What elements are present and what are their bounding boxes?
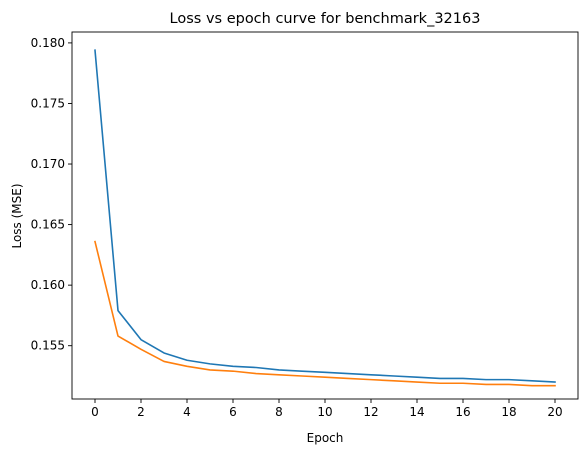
x-axis-label: Epoch — [307, 431, 344, 445]
plot-area: 0 2 4 6 8 10 12 14 16 18 20 0.155 0.160 0.165 0.170 0.1… — [31, 31, 579, 419]
y-tick-label: 0.155 — [31, 339, 65, 353]
x-tick-label: 4 — [183, 405, 191, 419]
y-tick-label: 0.165 — [31, 218, 65, 232]
x-tick-label: 20 — [547, 405, 562, 419]
y-axis-label: Loss (MSE) — [10, 183, 24, 248]
x-tick-label: 12 — [363, 405, 378, 419]
x-tick-label: 0 — [91, 405, 99, 419]
x-tick-label: 16 — [455, 405, 470, 419]
y-tick-label: 0.170 — [31, 157, 65, 171]
y-tick-label: 0.160 — [31, 278, 65, 292]
x-tick-label: 8 — [275, 405, 283, 419]
y-tick-label: 0.180 — [31, 36, 65, 50]
y-tick-label: 0.175 — [31, 96, 65, 110]
x-tick-label: 2 — [137, 405, 145, 419]
x-tick-label: 6 — [229, 405, 237, 419]
x-tick-label: 14 — [409, 405, 424, 419]
x-tick-label: 18 — [501, 405, 516, 419]
chart-title: Loss vs epoch curve for benchmark_32163 — [170, 11, 481, 27]
x-tick-label: 10 — [317, 405, 332, 419]
series-line-2 — [94, 240, 556, 387]
series-line-1 — [94, 49, 556, 383]
